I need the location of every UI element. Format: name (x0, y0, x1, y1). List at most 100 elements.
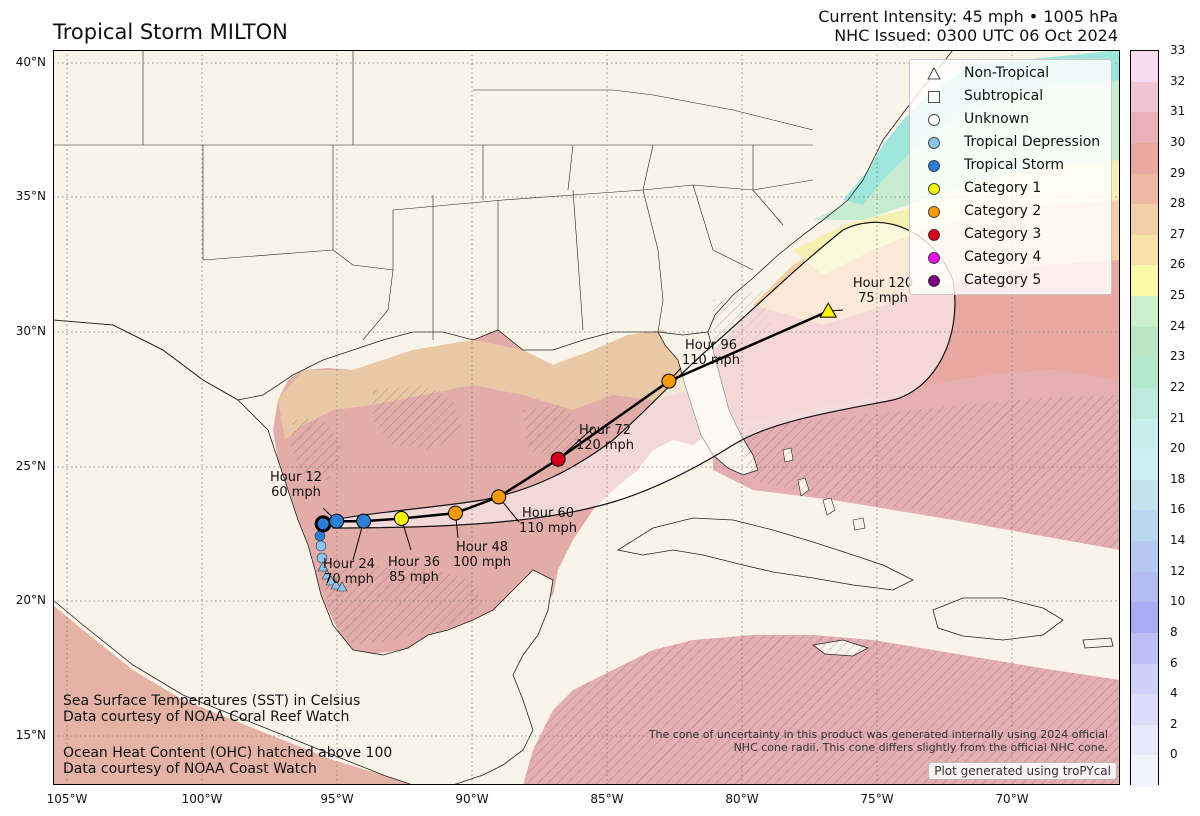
forecast-hour-24: Hour 24 (323, 557, 375, 572)
pacific-sst (53, 605, 413, 785)
map-frame (53, 50, 1120, 785)
colorbar-segment (1131, 602, 1158, 634)
colorbar-tick: 28 (1170, 196, 1186, 211)
colorbar-segment (1131, 510, 1158, 542)
forecast-marker-hour-72 (550, 451, 566, 467)
colorbar-segment (1131, 755, 1158, 787)
colorbar-segment (1131, 449, 1158, 481)
forecast-hour-60: Hour 60 (522, 506, 574, 521)
forecast-label-hour-96: Hour 96 110 mph (678, 338, 744, 368)
lon-tick-80: 80°W (725, 792, 759, 806)
colorbar-tick: 16 (1170, 502, 1186, 517)
forecast-hour-12: Hour 12 (270, 470, 322, 485)
colorbar-tick: 12 (1170, 563, 1186, 578)
current-intensity-text: Current Intensity: 45 mph • 1005 hPa (818, 7, 1118, 26)
nhc-issued-text: NHC Issued: 0300 UTC 06 Oct 2024 (834, 26, 1118, 45)
legend-item-category-1: Category 1 (910, 178, 1110, 200)
colorbar-tick: 6 (1170, 655, 1178, 670)
colorbar-segment (1131, 541, 1158, 573)
square-icon (928, 91, 940, 103)
ohc-note: Ocean Heat Content (OHC) hatched above 1… (63, 745, 392, 777)
forecast-marker-hour-120 (819, 302, 838, 318)
colorbar-segment (1131, 571, 1158, 603)
colorbar-segment (1131, 173, 1158, 205)
colorbar-segment (1131, 479, 1158, 511)
intensity-header: Current Intensity: 45 mph • 1005 hPa NHC… (818, 7, 1118, 45)
legend-item-category-2: Category 2 (910, 201, 1110, 223)
us-east-coastline (707, 50, 954, 333)
colorbar-segment (1131, 142, 1158, 174)
lat-tick-35: 35°N (15, 189, 46, 203)
colorbar-segment (1131, 112, 1158, 144)
colorbar-tick: 21 (1170, 410, 1186, 425)
current-position-marker (314, 515, 332, 533)
colorbar-tick: 33 (1170, 43, 1186, 57)
legend-item-tropical-storm: Tropical Storm (910, 155, 1110, 177)
circle-icon (928, 275, 940, 287)
lat-tick-40: 40°N (15, 55, 46, 69)
colorbar-segment (1131, 694, 1158, 726)
puerto-rico-island (1082, 637, 1114, 649)
forecast-wind-60: 110 mph (518, 521, 578, 536)
colorbar-tick: 2 (1170, 716, 1178, 731)
colorbar-tick: 22 (1170, 379, 1186, 394)
lon-tick-100: 100°W (181, 792, 223, 806)
colorbar-segment (1131, 418, 1158, 450)
forecast-label-hour-60: Hour 60 110 mph (515, 506, 581, 536)
mexico-landmass (53, 319, 554, 785)
ohc-note-line1: Ocean Heat Content (OHC) hatched above 1… (63, 745, 393, 761)
colorbar-segment (1131, 663, 1158, 695)
sst-note-line2: Data courtesy of NOAA Coral Reef Watch (63, 709, 350, 725)
sst-note: Sea Surface Temperatures (SST) in Celsiu… (63, 693, 360, 725)
colorbar-tick: 18 (1170, 471, 1186, 486)
colorbar-segment (1131, 234, 1158, 266)
circle-icon (928, 206, 940, 218)
colorbar-tick: 20 (1170, 441, 1186, 456)
northern-gulf-sst (278, 330, 693, 440)
map-title: Tropical Storm MILTON (53, 20, 288, 44)
colorbar-segment (1131, 357, 1158, 389)
colorbar-tick: 32 (1170, 73, 1186, 88)
forecast-marker-hour-60 (491, 489, 507, 505)
forecast-hour-48: Hour 48 (456, 540, 508, 555)
legend-item-category-3: Category 3 (910, 224, 1110, 246)
sst-note-line1: Sea Surface Temperatures (SST) in Celsiu… (63, 693, 361, 709)
legend-label: Category 2 (964, 203, 1042, 219)
cone-disclaimer-line2: NHC cone radii. This cone differs slight… (733, 741, 1108, 754)
colorbar-tick: 30 (1170, 134, 1186, 149)
colorbar-tick: 0 (1170, 747, 1178, 762)
lon-tick-105: 105°W (46, 792, 88, 806)
forecast-label-hour-72: Hour 72 120 mph (572, 423, 638, 453)
forecast-hour-120: Hour 120 (852, 276, 914, 291)
colorbar-tick: 24 (1170, 318, 1186, 333)
colorbar-tick: 8 (1170, 624, 1178, 639)
us-gulf-coastline (53, 319, 658, 401)
legend-label: Category 3 (964, 226, 1042, 242)
leader-line (557, 427, 594, 460)
lat-tick-30: 30°N (15, 324, 46, 338)
colorbar-segment (1131, 51, 1158, 83)
colorbar-segment (1131, 204, 1158, 236)
legend-label: Tropical Depression (964, 134, 1101, 150)
colorbar-tick: 14 (1170, 533, 1186, 547)
hispaniola-island (932, 597, 1064, 641)
forecast-hour-96: Hour 96 (685, 338, 737, 353)
colorbar-tick: 29 (1170, 165, 1186, 180)
circle-icon (928, 160, 940, 172)
circle-icon (928, 252, 940, 264)
forecast-wind-12: 60 mph (271, 485, 321, 500)
forecast-wind-48: 100 mph (452, 555, 512, 570)
forecast-hour-36: Hour 36 (388, 555, 440, 570)
forecast-wind-120: 75 mph (858, 291, 908, 306)
ohc-hatched-regions (291, 290, 1120, 785)
lat-tick-20: 20°N (15, 593, 46, 607)
colorbar-tick: 27 (1170, 226, 1186, 241)
circle-icon (928, 137, 940, 149)
lat-tick-15: 15°N (15, 728, 46, 742)
forecast-hour-72: Hour 72 (579, 423, 631, 438)
legend-label: Category 1 (964, 180, 1042, 196)
legend-label: Non-Tropical (964, 65, 1050, 81)
circle-icon (928, 183, 940, 195)
colorbar-tick: 4 (1170, 686, 1178, 701)
colorbar-tick: 26 (1170, 257, 1186, 272)
